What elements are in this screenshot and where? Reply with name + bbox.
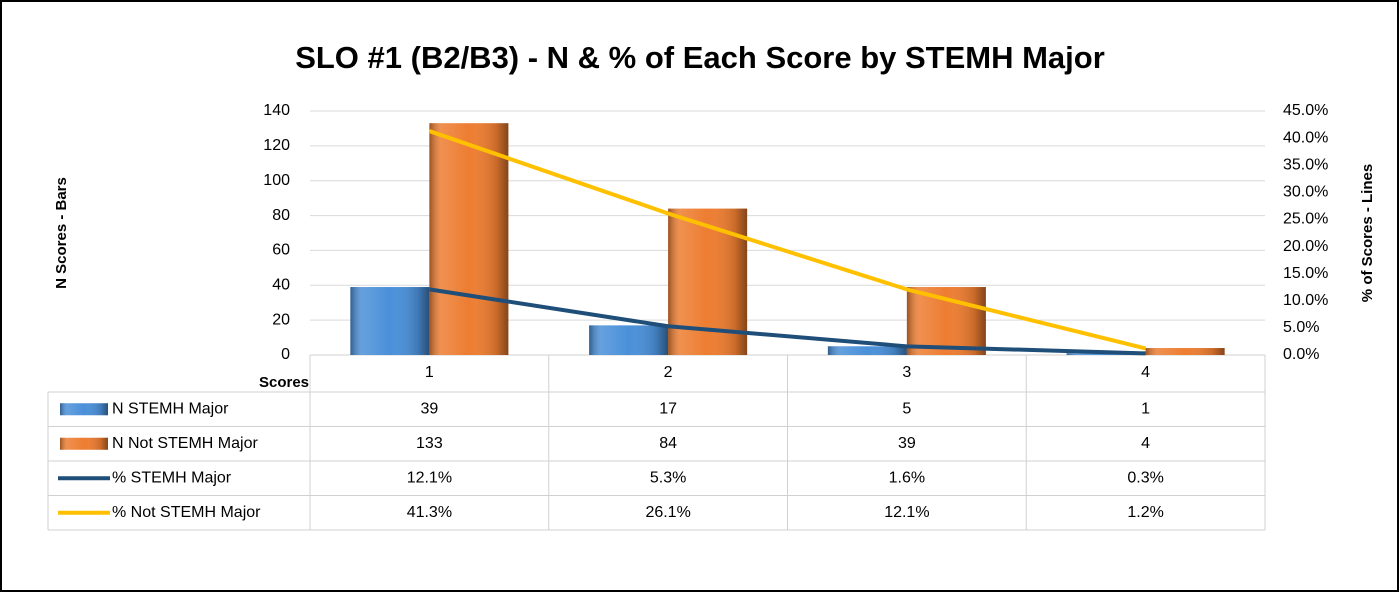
y2-tick-label: 45.0% <box>1283 102 1328 119</box>
table-cell: 1 <box>1141 400 1150 417</box>
table-cell: 41.3% <box>407 504 452 521</box>
table-cell: 133 <box>416 435 443 452</box>
bar-shade <box>1145 348 1225 355</box>
y-tick-label: 100 <box>263 172 290 189</box>
bar-shade <box>827 346 907 355</box>
y-tick-label: 140 <box>263 102 290 119</box>
x-tick-label: 3 <box>902 364 911 381</box>
y2-tick-label: 30.0% <box>1283 184 1328 201</box>
table-cell: 12.1% <box>884 504 929 521</box>
legend-label: % Not STEMH Major <box>112 504 261 521</box>
y-tick-label: 80 <box>272 207 290 224</box>
table-cell: 39 <box>898 435 916 452</box>
x-tick-label: 1 <box>425 364 434 381</box>
y2-tick-label: 10.0% <box>1283 292 1328 309</box>
y-tick-label: 20 <box>272 311 290 328</box>
table-cell: 26.1% <box>645 504 690 521</box>
bar-shade <box>589 325 669 355</box>
y2-tick-label: 20.0% <box>1283 238 1328 255</box>
table-cell: 5 <box>902 400 911 417</box>
table-cell: 4 <box>1141 435 1150 452</box>
y2-tick-label: 40.0% <box>1283 129 1328 146</box>
y2-tick-label: 5.0% <box>1283 319 1319 336</box>
x-axis-label: Scores <box>259 374 309 391</box>
y-axis-label: N Scores - Bars <box>53 177 70 289</box>
x-tick-label: 2 <box>664 364 673 381</box>
legend-key-shade <box>60 403 108 416</box>
table-cell: 1.2% <box>1127 504 1163 521</box>
line <box>428 129 1147 351</box>
table-cell: 84 <box>659 435 677 452</box>
y-tick-label: 60 <box>272 242 290 259</box>
table-cell: 12.1% <box>407 469 452 486</box>
y-tick-label: 120 <box>263 137 290 154</box>
y2-tick-label: 15.0% <box>1283 265 1328 282</box>
table-cell: 1.6% <box>889 469 925 486</box>
legend-label: N Not STEMH Major <box>112 435 258 452</box>
x-tick-label: 4 <box>1141 364 1150 381</box>
y-tick-label: 40 <box>272 277 290 294</box>
y2-axis-label: % of Scores - Lines <box>1359 164 1376 302</box>
legend-label: % STEMH Major <box>112 469 232 486</box>
bar-shade <box>350 287 430 355</box>
y2-tick-label: 0.0% <box>1283 346 1319 363</box>
y2-tick-label: 35.0% <box>1283 156 1328 173</box>
y-tick-label: 0 <box>281 346 290 363</box>
table-cell: 5.3% <box>650 469 686 486</box>
y2-tick-label: 25.0% <box>1283 211 1328 228</box>
bar-shade <box>429 123 509 355</box>
table-cell: 0.3% <box>1127 469 1163 486</box>
line <box>429 287 1146 356</box>
legend-label: N STEMH Major <box>112 400 229 417</box>
table-cell: 39 <box>420 400 438 417</box>
table-cell: 17 <box>659 400 677 417</box>
chart-title: SLO #1 (B2/B3) - N & % of Each Score by … <box>295 40 1105 75</box>
legend-key-shade <box>60 437 108 450</box>
